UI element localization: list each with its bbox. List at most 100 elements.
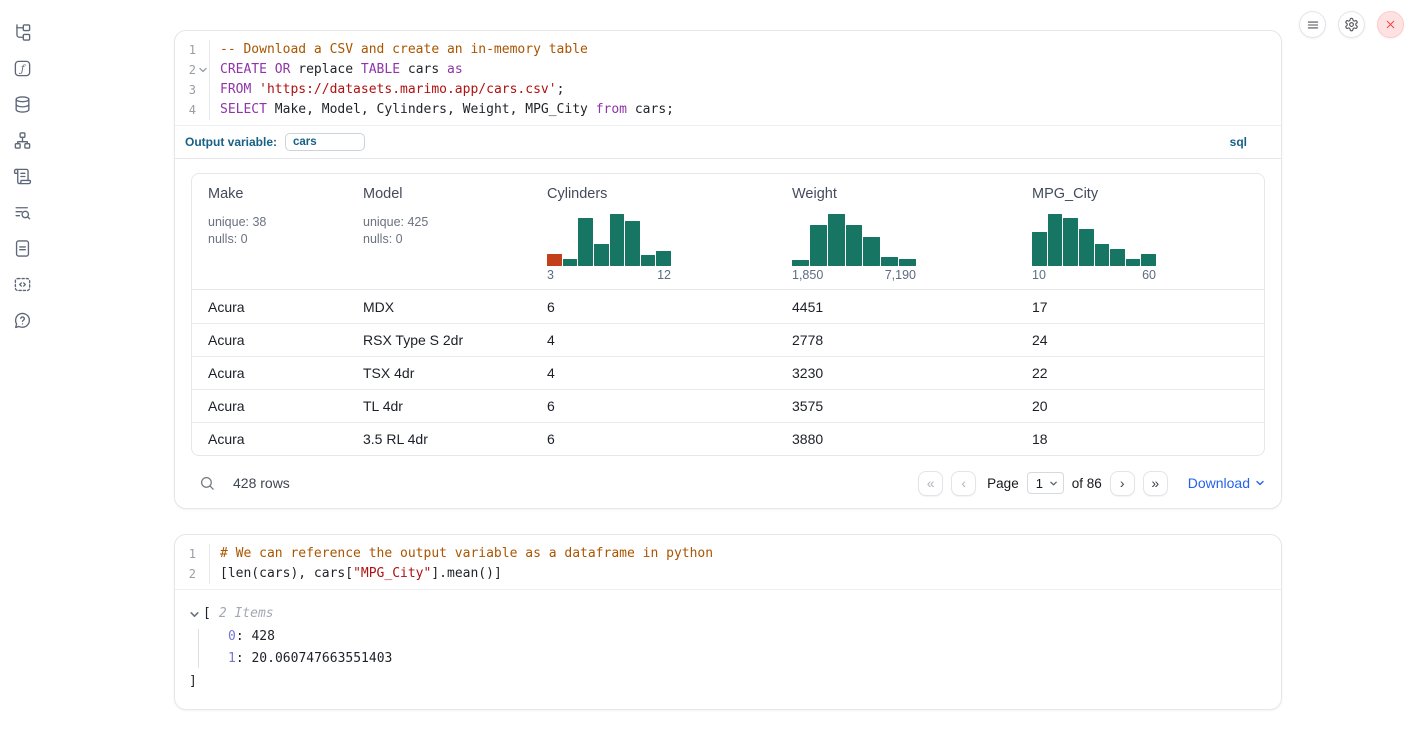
function-icon[interactable]: ƒ	[11, 57, 33, 79]
histogram-bar	[593, 244, 609, 266]
table-cell: 6	[547, 431, 555, 447]
line-number: 1	[188, 547, 196, 561]
histogram-bar	[1078, 228, 1094, 266]
table-cell: 3575	[792, 398, 824, 414]
column-header-model[interactable]: Model unique: 425 nulls: 0	[347, 186, 531, 282]
histogram-bar	[845, 225, 863, 266]
first-page-button[interactable]: «	[918, 470, 944, 496]
left-sidebar: ƒ	[0, 0, 44, 331]
column-stats: unique: 425 nulls: 0	[363, 215, 429, 246]
column-histogram[interactable]: 10 60	[1032, 214, 1156, 282]
table-cell: 4	[547, 332, 555, 348]
sql-code-editor[interactable]: 1 2 3 4 -- Download a CSV and create an in-…	[175, 31, 1281, 126]
page-label: Page	[987, 475, 1019, 491]
axis-label: 7,190	[884, 268, 916, 282]
last-page-button[interactable]: »	[1142, 470, 1168, 496]
code-line: SELECT Make, Model, Cylinders, Weight, M…	[220, 102, 674, 117]
scroll-log-icon[interactable]	[11, 165, 33, 187]
next-page-button[interactable]: ›	[1109, 470, 1135, 496]
table-cell: MDX	[363, 298, 395, 315]
collapse-chevron-icon[interactable]	[189, 609, 200, 620]
table-header: Make unique: 38 nulls: 0 Model unique: 425 nu…	[192, 174, 1264, 290]
table-body: Acura MDX 6 4451 17 Acura RSX Type S 2dr 4 2778 2…	[192, 290, 1264, 455]
histogram-bar	[625, 220, 640, 266]
data-table: Make unique: 38 nulls: 0 Model unique: 425 nu…	[191, 173, 1265, 456]
file-tree-icon[interactable]	[11, 21, 33, 43]
column-label: Model	[363, 186, 403, 202]
document-icon[interactable]	[11, 237, 33, 259]
fold-chevron-icon[interactable]	[196, 64, 209, 77]
python-code[interactable]: # We can reference the output variable a…	[210, 544, 713, 584]
chevron-down-icon	[1255, 478, 1265, 488]
table-cell: Acura	[208, 298, 245, 315]
download-button[interactable]: Download	[1188, 475, 1265, 491]
list-item: 0: 428	[228, 628, 275, 644]
axis-label: 3	[547, 268, 554, 282]
items-count-label: 2 Items	[218, 606, 274, 621]
table-cell: Acura	[208, 431, 245, 447]
column-histogram[interactable]: 3 12	[547, 214, 671, 282]
line-number: 1	[188, 43, 196, 57]
table-footer: 428 rows « ‹ Page 1 of 86 › » Do	[191, 466, 1265, 500]
table-cell: TL 4dr	[363, 398, 403, 414]
table-row: Acura 3.5 RL 4dr 6 3880 18	[192, 422, 1264, 455]
column-header-mpg_city[interactable]: MPG_City 10 60	[1016, 186, 1264, 282]
histogram-bar	[1141, 253, 1156, 266]
output-variable-bar: Output variable: sql	[175, 126, 1281, 159]
histogram-bar	[1110, 249, 1125, 266]
menu-button[interactable]	[1299, 11, 1326, 38]
column-header-weight[interactable]: Weight 1,850 7,190	[776, 186, 1016, 282]
table-cell: 3880	[792, 431, 824, 447]
column-label: Weight	[792, 186, 837, 202]
table-cell: 3.5 RL 4dr	[363, 431, 428, 447]
settings-gear-button[interactable]	[1338, 11, 1365, 38]
shutdown-close-button[interactable]	[1377, 11, 1404, 38]
code-line: # We can reference the output variable a…	[220, 546, 714, 561]
sql-output-area: Make unique: 38 nulls: 0 Model unique: 425 nu…	[175, 159, 1281, 508]
dependency-graph-icon[interactable]	[11, 129, 33, 151]
table-cell: RSX Type S 2dr	[363, 332, 464, 348]
code-line: [len(cars), cars["MPG_City"].mean()]	[220, 566, 502, 581]
column-header-cylinders[interactable]: Cylinders 3 12	[531, 186, 776, 282]
open-bracket: [	[203, 606, 211, 621]
table-cell: 18	[1032, 431, 1048, 447]
prev-page-button[interactable]: ‹	[951, 470, 977, 496]
histogram-bar	[809, 225, 827, 266]
sql-code[interactable]: -- Download a CSV and create an in-memor…	[210, 40, 674, 120]
line-number: 2	[182, 60, 209, 80]
help-chat-icon[interactable]	[11, 309, 33, 331]
code-line: FROM 'https://datasets.marimo.app/cars.c…	[220, 82, 565, 97]
table-cell: 4451	[792, 298, 824, 315]
histogram-bar	[1032, 231, 1047, 266]
column-header-make[interactable]: Make unique: 38 nulls: 0	[192, 186, 347, 282]
sql-cell: 1 2 3 4 -- Download a CSV and create an in-…	[174, 30, 1282, 509]
output-variable-input[interactable]	[285, 133, 366, 151]
table-row: Acura RSX Type S 2dr 4 2778 24	[192, 323, 1264, 356]
code-line: CREATE OR replace TABLE cars as	[220, 62, 463, 77]
tree-root: [ 2 Items	[189, 603, 1267, 626]
database-icon[interactable]	[11, 93, 33, 115]
table-cell: Acura	[208, 365, 245, 381]
column-histogram[interactable]: 1,850 7,190	[792, 214, 917, 282]
column-label: Cylinders	[547, 186, 608, 202]
column-label: Make	[208, 186, 244, 202]
log-search-icon[interactable]	[11, 201, 33, 223]
histogram-bar	[578, 218, 593, 266]
page-total: of 86	[1071, 475, 1102, 491]
histogram-bar	[1047, 214, 1063, 266]
histogram-bar	[1063, 217, 1078, 266]
histogram-bar	[547, 254, 562, 266]
page-select[interactable]: 1	[1026, 472, 1064, 494]
search-icon[interactable]	[199, 475, 216, 492]
table-cell: 6	[547, 298, 555, 315]
axis-label: 60	[1142, 268, 1156, 282]
table-cell: 6	[547, 398, 555, 414]
table-cell: TSX 4dr	[363, 365, 415, 381]
column-label: MPG_City	[1032, 186, 1099, 202]
table-cell: 24	[1032, 332, 1048, 348]
axis-label: 10	[1032, 268, 1046, 282]
snippets-icon[interactable]	[11, 273, 33, 295]
